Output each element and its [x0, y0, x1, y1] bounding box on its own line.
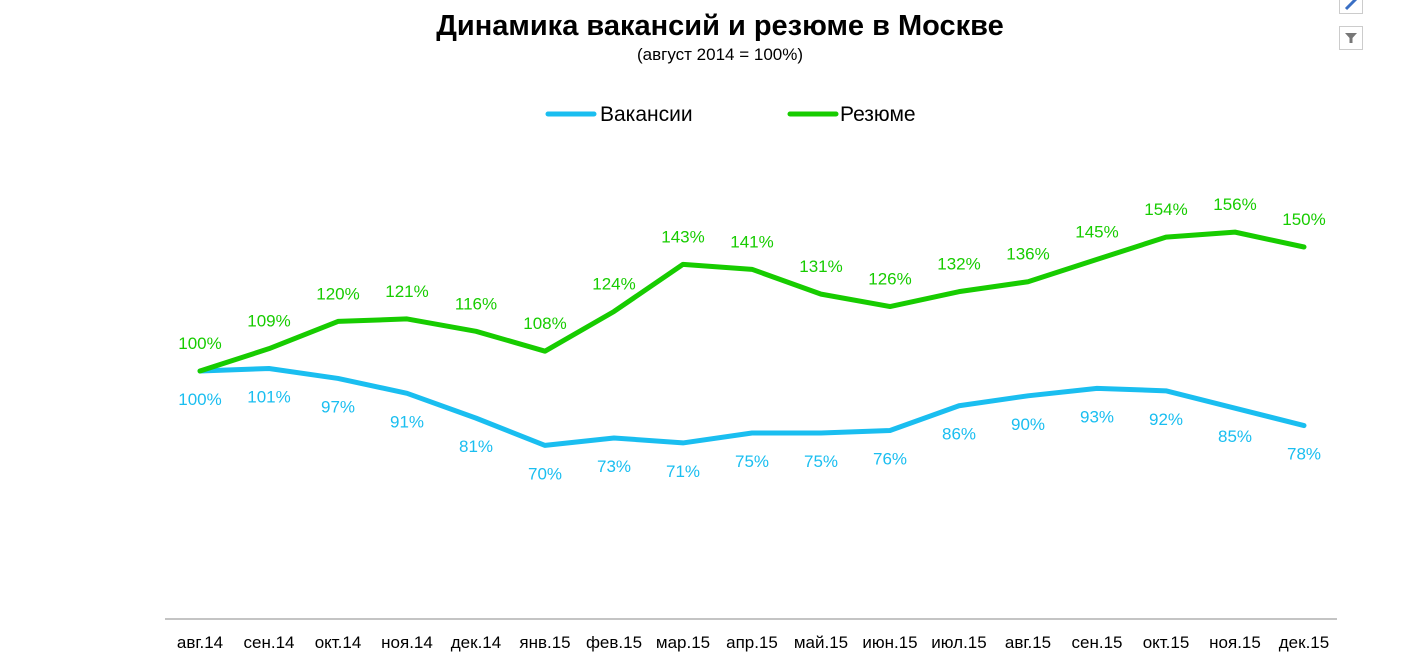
- data-label: 141%: [730, 232, 773, 251]
- x-tick-label: окт.14: [315, 633, 362, 652]
- filter-icon: [1345, 33, 1357, 43]
- data-label: 126%: [868, 270, 911, 289]
- data-label: 97%: [321, 397, 355, 416]
- data-label: 150%: [1282, 210, 1325, 229]
- chart-title: Динамика вакансий и резюме в Москве: [436, 10, 1004, 42]
- x-tick-label: мар.15: [656, 633, 710, 652]
- data-label: 156%: [1213, 195, 1256, 214]
- data-label: 143%: [661, 227, 704, 246]
- x-tick-label: авг.14: [177, 633, 223, 652]
- series-line-vacancies: [197, 366, 1307, 448]
- data-label: 124%: [592, 274, 635, 293]
- data-label: 75%: [735, 452, 769, 471]
- data-label: 75%: [804, 452, 838, 471]
- x-tick-label: дек.15: [1279, 633, 1329, 652]
- data-label: 81%: [459, 437, 493, 456]
- x-tick-label: сен.14: [244, 633, 295, 652]
- x-tick-label: янв.15: [519, 633, 570, 652]
- chart-filter-button[interactable]: [1339, 26, 1363, 50]
- x-tick-label: сен.15: [1072, 633, 1123, 652]
- data-label: 121%: [385, 282, 428, 301]
- data-label: 91%: [390, 412, 424, 431]
- x-tick-label: май.15: [794, 633, 848, 652]
- data-label: 136%: [1006, 245, 1049, 264]
- data-label: 90%: [1011, 415, 1045, 434]
- data-label: 109%: [247, 312, 290, 331]
- data-label: 101%: [247, 388, 290, 407]
- x-tick-label: авг.15: [1005, 633, 1051, 652]
- data-label: 131%: [799, 257, 842, 276]
- x-tick-label: ноя.14: [381, 633, 433, 652]
- legend-label: Резюме: [840, 103, 916, 126]
- data-label: 100%: [178, 334, 221, 353]
- x-tick-label: фев.15: [586, 633, 642, 652]
- data-label: 154%: [1144, 200, 1187, 219]
- data-label: 76%: [873, 450, 907, 469]
- data-label: 120%: [316, 284, 359, 303]
- x-tick-label: июн.15: [862, 633, 917, 652]
- x-tick-label: дек.14: [451, 633, 501, 652]
- data-label: 78%: [1287, 445, 1321, 464]
- data-label: 108%: [523, 314, 566, 333]
- data-label: 116%: [455, 294, 497, 313]
- data-label: 73%: [597, 457, 631, 476]
- legend-label: Вакансии: [600, 103, 693, 126]
- chart-subtitle: (август 2014 = 100%): [637, 45, 803, 64]
- pen-icon: [1344, 0, 1358, 11]
- edit-chart-button[interactable]: [1339, 0, 1363, 14]
- data-label: 71%: [666, 462, 700, 481]
- series-line-resumes: [197, 229, 1307, 374]
- data-label: 70%: [528, 464, 562, 483]
- data-label: 100%: [178, 390, 221, 409]
- data-label: 85%: [1218, 427, 1252, 446]
- data-label: 93%: [1080, 407, 1114, 426]
- data-label: 145%: [1075, 222, 1118, 241]
- data-label: 86%: [942, 425, 976, 444]
- data-label: 92%: [1149, 410, 1183, 429]
- x-tick-label: окт.15: [1143, 633, 1190, 652]
- x-tick-label: ноя.15: [1209, 633, 1261, 652]
- x-tick-label: июл.15: [931, 633, 986, 652]
- data-label: 132%: [937, 255, 980, 274]
- x-tick-label: апр.15: [726, 633, 778, 652]
